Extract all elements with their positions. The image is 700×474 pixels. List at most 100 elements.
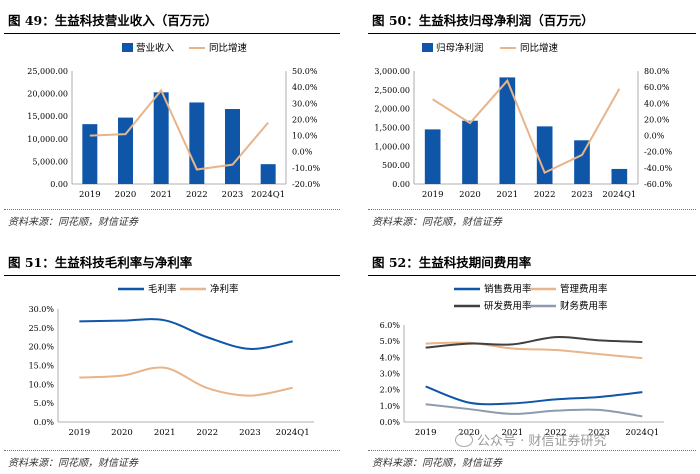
c49-xtick: 2024Q1 — [251, 190, 285, 200]
c49-bar — [189, 102, 205, 184]
c49-ytick-right: 10.0% — [292, 132, 318, 141]
c50-ytick-left: 3,000.00 — [374, 67, 410, 76]
c51-xtick: 2023 — [239, 428, 261, 438]
c52-legend-label-3: 财务费用率 — [560, 300, 608, 312]
c52-series-line-0 — [425, 385, 643, 406]
c51-ytick: 10.0% — [29, 380, 55, 389]
c49-ytick-right: 30.0% — [292, 99, 318, 108]
c52-xtick: 2023 — [588, 428, 610, 438]
chart-52-bottom-rule — [368, 450, 696, 451]
c49-legend-label-bar: 营业收入 — [136, 42, 175, 54]
c50-series-line — [432, 78, 621, 175]
chart-51-svg: 毛利率 净利率 0.0% 5.0% 10.0% 15.0% 20.0% 25.0% 30.0% 2… — [29, 283, 314, 438]
c50-ytick-right: -20.0% — [644, 148, 673, 157]
chart-49-source: 资料来源：同花顺，财信证券 — [8, 217, 138, 228]
c51-ytick: 5.0% — [34, 399, 55, 408]
c50-xtick: 2021 — [497, 190, 519, 200]
c52-xtick: 2024Q1 — [625, 428, 659, 438]
c52-series-line-1 — [425, 341, 643, 360]
c49-ytick-right: -20.0% — [292, 180, 321, 189]
chart-49-title: 图 49：生益科技营业收入（百万元） — [8, 13, 218, 28]
c50-ytick-left: 1,000.00 — [374, 142, 410, 151]
chart-51-bottom-rule — [4, 450, 340, 451]
watermark-text: 公众号 · 财信证券研究 — [477, 434, 607, 449]
c50-ytick-right: 80.0% — [644, 67, 670, 76]
chart-50-bottom-rule — [368, 209, 696, 210]
c50-xtick: 2024Q1 — [602, 190, 636, 200]
c50-ytick-right: 20.0% — [644, 115, 670, 124]
c50-bar — [499, 77, 516, 184]
c49-bar — [260, 164, 276, 184]
c49-ytick-left: 10,000.00 — [27, 135, 68, 144]
c49-legend-swatch-bar — [122, 43, 133, 52]
chart-49-svg: 营业收入 同比增速 0.00 5,000.00 10,000.00 15,000.00 20… — [27, 42, 321, 200]
c49-ytick-left: 15,000.00 — [27, 112, 68, 121]
panel-chart-52: 图 52：生益科技期间费用率 销售费用率 管理费用率 研发费用率 财务费用率 0.0% 1… — [350, 237, 700, 474]
c50-xtick: 2019 — [422, 190, 444, 200]
c50-ytick-left: 2,500.00 — [374, 86, 410, 95]
c51-series-line-1 — [79, 366, 293, 397]
chart-49-top-rule — [4, 33, 340, 34]
chart-51-top-rule — [4, 275, 340, 276]
c49-series-line — [89, 88, 269, 171]
wechat-icon — [455, 433, 473, 447]
chart-50-svg: 归母净利润 同比增速 0.00 500.00 1,000.00 1,500.00 2,000… — [374, 42, 673, 200]
c50-ytick-right: 60.0% — [644, 83, 670, 92]
c49-xtick: 2021 — [150, 190, 172, 200]
chart-52-title: 图 52：生益科技期间费用率 — [372, 255, 532, 270]
c50-legend-label-bar: 归母净利润 — [436, 42, 484, 54]
c51-ytick: 0.0% — [34, 418, 55, 427]
c52-ytick: 0.0% — [380, 418, 401, 427]
c49-ytick-left: 0.00 — [50, 180, 68, 189]
c50-xtick: 2022 — [534, 190, 556, 200]
c50-bar — [536, 126, 553, 184]
c51-xtick: 2022 — [197, 428, 219, 438]
c50-ytick-right: -60.0% — [644, 180, 673, 189]
c52-legend-label-2: 研发费用率 — [484, 300, 532, 312]
c50-bar — [424, 129, 441, 184]
panel-chart-50: 图 50：生益科技归母净利润（百万元） 归母净利润 同比增速 0.00 500.00 1… — [350, 0, 700, 237]
c52-xtick: 2019 — [415, 428, 437, 438]
c49-legend-label-line: 同比增速 — [209, 42, 248, 54]
c51-ytick: 25.0% — [29, 324, 55, 333]
c50-legend-label-line: 同比增速 — [520, 42, 559, 54]
c52-series-line-3 — [425, 403, 643, 418]
c51-xtick: 2021 — [154, 428, 176, 438]
c51-ytick: 30.0% — [29, 305, 55, 314]
chart-50-title: 图 50：生益科技归母净利润（百万元） — [372, 13, 594, 28]
c49-ytick-left: 25,000.00 — [27, 67, 68, 76]
c51-series-line-0 — [79, 318, 293, 350]
watermark: 公众号 · 财信证券研究 — [455, 430, 606, 449]
c49-bar — [82, 124, 98, 184]
c52-ytick: 5.0% — [380, 337, 401, 346]
c50-ytick-left: 0.00 — [392, 180, 410, 189]
c52-ytick: 1.0% — [380, 402, 401, 411]
panel-chart-49: 图 49：生益科技营业收入（百万元） 营业收入 同比增速 0.00 5,000.00 1… — [0, 0, 350, 237]
c52-xtick: 2020 — [458, 428, 480, 438]
c49-xtick: 2019 — [79, 190, 101, 200]
c52-ytick: 2.0% — [380, 386, 401, 395]
c49-bar — [225, 109, 240, 184]
chart-50-source: 资料来源：同花顺，财信证券 — [372, 217, 502, 228]
c50-ytick-left: 2,000.00 — [374, 105, 410, 114]
c52-legend-label-1: 管理费用率 — [560, 283, 608, 295]
c49-ytick-right: 40.0% — [292, 83, 318, 92]
c51-legend-label-1: 净利率 — [210, 283, 239, 295]
c49-xtick: 2022 — [186, 190, 208, 200]
c49-ytick-right: 0.0% — [292, 148, 313, 157]
c49-xtick: 2023 — [222, 190, 244, 200]
c49-ytick-left: 20,000.00 — [27, 90, 68, 99]
c50-bar — [574, 140, 590, 184]
c50-ytick-right: 0.0% — [644, 132, 665, 141]
c50-xtick: 2020 — [459, 190, 481, 200]
c51-legend-label-0: 毛利率 — [148, 283, 177, 295]
c50-legend-swatch-bar — [422, 43, 433, 52]
c50-ytick-left: 500.00 — [382, 161, 410, 170]
c50-ytick-right: 40.0% — [644, 99, 670, 108]
c52-xtick: 2022 — [545, 428, 567, 438]
c50-ytick-right: -40.0% — [644, 164, 673, 173]
chart-52-top-rule — [368, 275, 696, 276]
c50-bar — [462, 120, 478, 184]
c49-bar — [153, 92, 169, 184]
